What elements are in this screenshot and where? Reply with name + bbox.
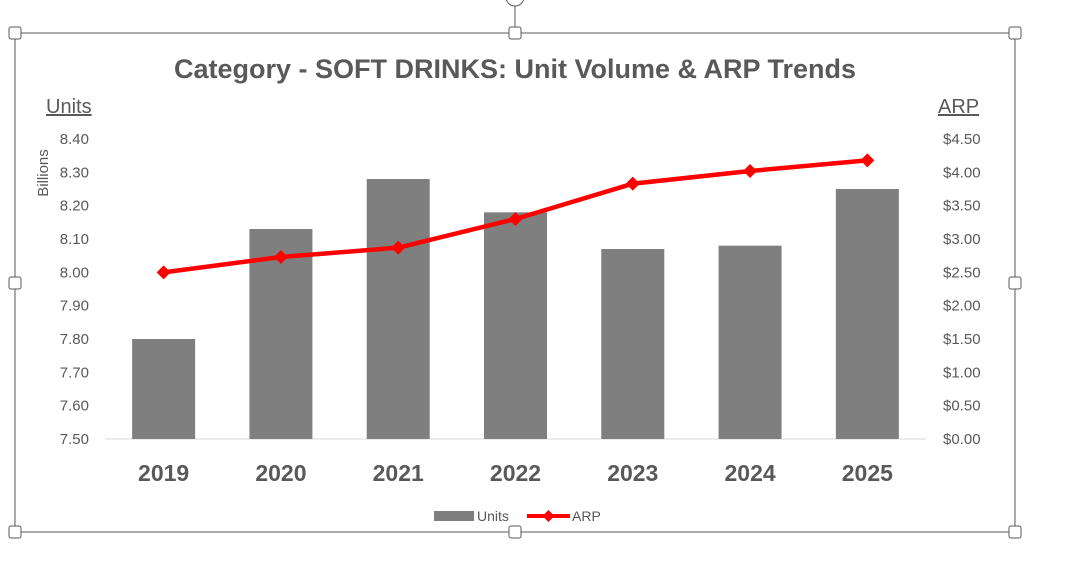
resize-handles [8, 26, 1022, 539]
right-tick-label: $3.00 [943, 231, 981, 248]
left-tick-label: 8.10 [60, 231, 89, 248]
right-tick-label: $1.00 [943, 364, 981, 381]
right-axis-ticks: $4.50 $4.00 $3.50 $3.00 $2.50 $2.00 $1.50 $1.00… [943, 131, 981, 448]
arp-marker-2021[interactable] [391, 240, 406, 255]
arp-line-series[interactable] [156, 153, 875, 280]
right-tick-label: $3.50 [943, 198, 981, 215]
units-bar-2020[interactable] [249, 229, 313, 439]
units-bar-2021[interactable] [366, 179, 430, 439]
category-label-2022: 2022 [490, 460, 541, 486]
arp-marker-2019[interactable] [156, 265, 171, 280]
right-tick-label: $2.50 [943, 264, 981, 281]
resize-handle-left[interactable] [8, 276, 22, 290]
right-tick-label: $0.00 [943, 431, 981, 448]
resize-handle-top[interactable] [508, 26, 522, 40]
right-tick-label: $0.50 [943, 398, 981, 415]
category-label-2025: 2025 [842, 460, 893, 486]
left-tick-label: 8.40 [60, 131, 89, 148]
units-bar-2024[interactable] [718, 245, 782, 439]
legend-swatch-arp-marker [542, 510, 555, 522]
left-tick-label: 7.60 [60, 398, 89, 415]
left-axis-units-label[interactable]: Billions [35, 149, 52, 197]
left-tick-label: 7.70 [60, 364, 89, 381]
left-tick-label: 7.90 [60, 298, 89, 315]
arp-marker-2022[interactable] [508, 212, 523, 226]
legend[interactable]: Units ARP [434, 508, 601, 524]
category-label-2019: 2019 [138, 460, 189, 486]
legend-label-arp: ARP [572, 508, 601, 524]
units-bar-2025[interactable] [835, 189, 899, 439]
resize-handle-bottom-right[interactable] [1008, 525, 1022, 539]
category-label-2023: 2023 [607, 460, 658, 486]
resize-handle-top-right[interactable] [1008, 26, 1022, 40]
right-tick-label: $2.00 [943, 298, 981, 315]
units-bars[interactable] [132, 179, 899, 439]
category-label-2024: 2024 [724, 460, 775, 486]
right-tick-label: $1.50 [943, 331, 981, 348]
chart-title[interactable]: Category - SOFT DRINKS: Unit Volume & AR… [174, 54, 856, 84]
resize-handle-top-left[interactable] [8, 26, 22, 40]
category-axis-labels: 2019 2020 2021 2022 2023 2024 2025 [138, 460, 893, 486]
right-tick-label: $4.00 [943, 164, 981, 181]
rotate-handle[interactable] [505, 0, 525, 7]
right-axis-title[interactable]: ARP [938, 96, 979, 118]
left-tick-label: 8.30 [60, 164, 89, 181]
arp-marker-2023[interactable] [625, 176, 640, 191]
arp-marker-2025[interactable] [860, 153, 875, 168]
units-bar-2019[interactable] [132, 339, 196, 439]
left-tick-label: 7.50 [60, 431, 89, 448]
units-bar-2022[interactable] [484, 212, 547, 439]
resize-handle-right[interactable] [1008, 276, 1022, 290]
resize-handle-bottom-left[interactable] [8, 525, 22, 539]
left-tick-label: 8.00 [60, 264, 89, 281]
category-label-2020: 2020 [255, 460, 306, 486]
units-bar-2023[interactable] [601, 249, 665, 439]
left-axis-title[interactable]: Units [46, 96, 92, 118]
left-axis-ticks: 8.40 8.30 8.20 8.10 8.00 7.90 7.80 7.70 7.60 7.50 [60, 131, 89, 448]
right-tick-label: $4.50 [943, 131, 981, 148]
category-label-2021: 2021 [373, 460, 424, 486]
arp-marker-2024[interactable] [743, 164, 758, 178]
legend-swatch-units [434, 511, 474, 521]
arp-marker-2020[interactable] [273, 250, 288, 264]
left-tick-label: 7.80 [60, 331, 89, 348]
left-tick-label: 8.20 [60, 198, 89, 215]
legend-label-units: Units [477, 508, 509, 524]
resize-handle-bottom[interactable] [508, 525, 522, 539]
